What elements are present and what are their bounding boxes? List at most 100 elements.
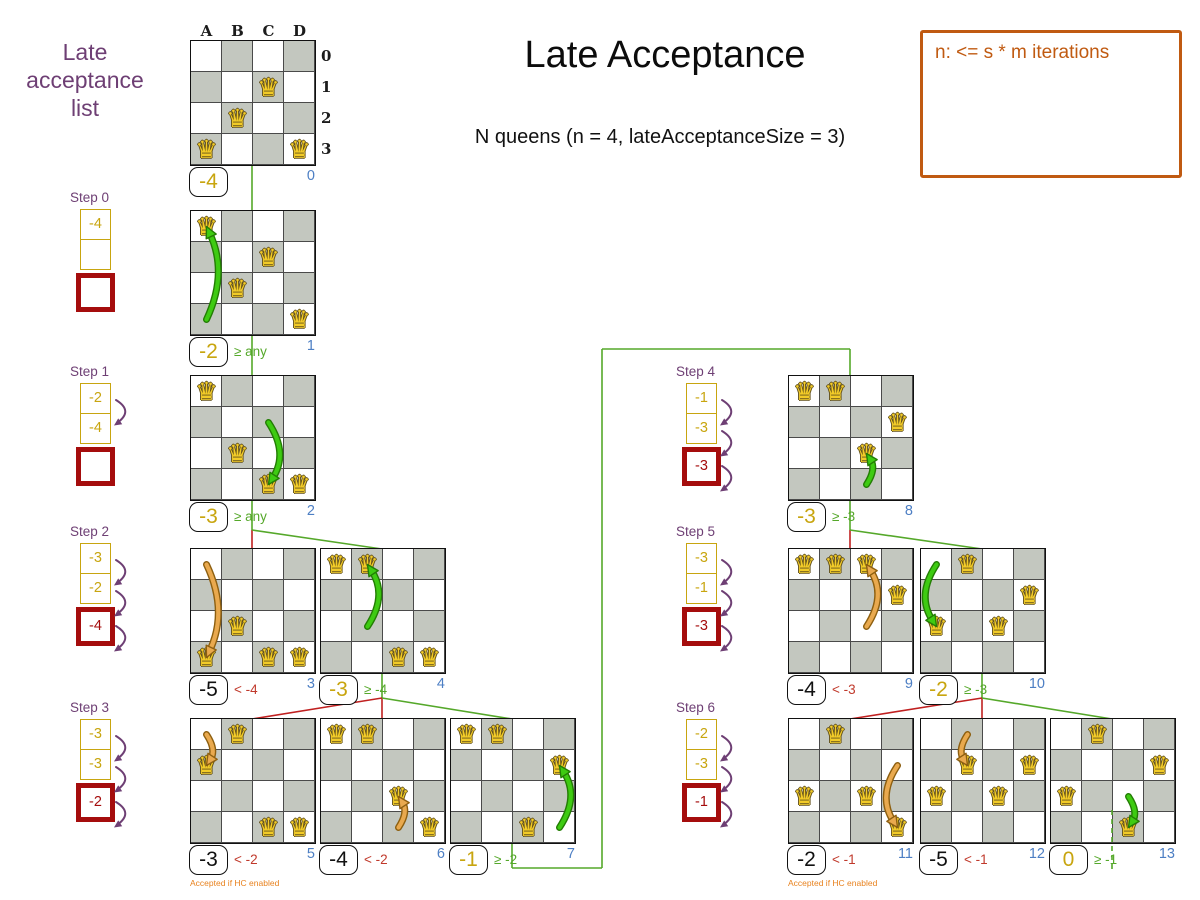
iterations-note-text: n: <= s * m iterations	[935, 42, 1110, 63]
board-cell	[352, 719, 383, 750]
chessboard-1: ♛ ♛ ♛ ♛ -2 ≥ any 1	[189, 210, 316, 367]
queen-icon: ♛	[1086, 720, 1109, 749]
board-cell	[191, 469, 222, 500]
chessboard-13: ♛ ♛ ♛ ♛ 0 ≥ -1 13	[1049, 718, 1176, 875]
board-cell	[544, 812, 575, 843]
shift-arrow-icon	[114, 590, 127, 617]
acceptance-annotation: ≥ -3	[964, 682, 988, 697]
board-cell	[921, 642, 952, 673]
board-cell	[1051, 750, 1082, 781]
board-cell	[222, 642, 253, 673]
board-cell	[191, 376, 222, 407]
score-badge: -3	[787, 502, 826, 532]
iteration-index: 1	[306, 338, 315, 354]
board-cell	[952, 611, 983, 642]
board-cell	[789, 750, 820, 781]
board-cell	[383, 549, 414, 580]
board-cell	[222, 304, 253, 335]
board-cell	[851, 469, 882, 500]
queen-icon: ♛	[486, 720, 509, 749]
queen-icon: ♛	[886, 408, 909, 437]
board-cell	[513, 750, 544, 781]
board-cell	[882, 376, 913, 407]
board-cell	[284, 469, 315, 500]
board-cell	[482, 719, 513, 750]
board-cell	[851, 611, 882, 642]
shift-arrow-icon	[720, 430, 733, 457]
shift-arrow-icon	[720, 801, 733, 828]
board-cell	[222, 719, 253, 750]
board-cell	[284, 719, 315, 750]
board-cell	[1144, 781, 1175, 812]
board-cell	[253, 72, 284, 103]
shift-arrow-icon	[114, 399, 127, 426]
shift-arrow-icon	[114, 801, 127, 828]
acceptance-annotation: < -2	[364, 852, 388, 867]
board-cell	[820, 438, 851, 469]
list-title-line: Late	[62, 39, 108, 65]
hc-note: Accepted if HC enabled	[190, 878, 280, 888]
board-cell	[921, 750, 952, 781]
board-cell	[352, 580, 383, 611]
board-cell	[253, 103, 284, 134]
board-cell	[820, 642, 851, 673]
board-cell	[222, 41, 253, 72]
queen-icon: ♛	[325, 720, 348, 749]
board-cell	[253, 750, 284, 781]
board-cell	[284, 611, 315, 642]
board-cell	[983, 580, 1014, 611]
queen-icon: ♛	[325, 550, 348, 579]
board-cell	[383, 642, 414, 673]
board-cell	[284, 580, 315, 611]
list-title-line: acceptance	[26, 67, 144, 93]
board-cell	[921, 812, 952, 843]
chessboard-3: ♛ ♛ ♛ ♛ -5 < -4 3	[189, 548, 316, 705]
board-cell	[1113, 781, 1144, 812]
board-cell	[820, 781, 851, 812]
list-slot: -3	[80, 719, 111, 750]
board-cell	[1014, 719, 1045, 750]
chessboard-0: ♛ ♛ ♛ ♛ -4 0 A B C D 0 1 2 3	[189, 22, 331, 197]
column-header-label: D	[292, 22, 306, 40]
shift-arrow-icon	[720, 766, 733, 793]
board-cell	[820, 549, 851, 580]
shift-arrow-icon	[720, 735, 733, 762]
column-header-label: A	[200, 22, 213, 40]
acceptance-annotation: < -3	[832, 682, 856, 697]
column-header-label: B	[231, 22, 244, 40]
board-cell	[451, 719, 482, 750]
list-slot: -3	[80, 543, 111, 574]
list-slot: -3	[686, 748, 717, 780]
board-cell	[952, 549, 983, 580]
board-cell	[482, 781, 513, 812]
board-cell	[253, 549, 284, 580]
queen-icon: ♛	[288, 305, 311, 334]
chessboard-4: ♛ ♛ ♛ ♛ -3 ≥ -4 4	[319, 548, 446, 705]
acceptance-annotation: < -2	[234, 852, 258, 867]
board-cell	[222, 103, 253, 134]
shift-arrow-icon	[720, 399, 733, 426]
board-cell	[921, 580, 952, 611]
chessboard-5: ♛ ♛ ♛ ♛ -3 < -2 5 Accepted if HC enabled	[189, 718, 316, 888]
board-cell	[851, 781, 882, 812]
board-cell	[284, 103, 315, 134]
diagram-subtitle: N queens (n = 4, lateAcceptanceSize = 3)	[474, 126, 846, 148]
chessboard-7: ♛ ♛ ♛ ♛ -1 ≥ -2 7	[449, 718, 576, 875]
board-cell	[414, 719, 445, 750]
board-cell	[820, 407, 851, 438]
board-cell	[952, 719, 983, 750]
board-cell	[1014, 781, 1045, 812]
board-cell	[414, 611, 445, 642]
queen-icon: ♛	[824, 550, 847, 579]
acceptance-annotation: ≥ -1	[1094, 852, 1118, 867]
acceptance-annotation: ≥ -3	[832, 509, 856, 524]
board-cell	[383, 719, 414, 750]
board-cell	[414, 750, 445, 781]
board-cell	[983, 781, 1014, 812]
list-title-line: list	[70, 95, 100, 121]
row-header-label: 0	[321, 47, 332, 65]
queen-icon: ♛	[257, 243, 280, 272]
queen-icon: ♛	[195, 212, 218, 241]
queen-icon: ♛	[257, 470, 280, 499]
board-cell	[253, 781, 284, 812]
